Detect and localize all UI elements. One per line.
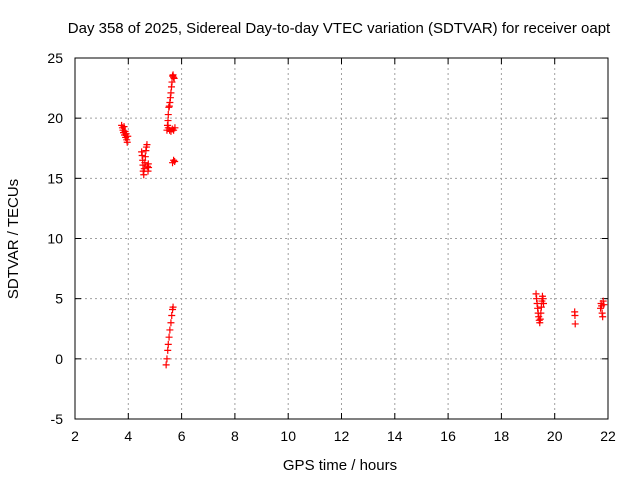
data-point [168, 78, 176, 86]
data-point [140, 171, 148, 179]
data-point [164, 111, 172, 119]
y-tick-label: 25 [47, 50, 63, 66]
data-point [537, 309, 545, 317]
data-point [168, 312, 176, 320]
x-tick-label: 20 [547, 428, 563, 444]
x-tick-labels: 2 4 6 8 10 12 14 16 18 20 22 [71, 428, 616, 444]
data-point [145, 164, 153, 172]
data-point [123, 138, 131, 146]
data-point [171, 124, 179, 132]
data-point [166, 326, 174, 334]
data-point [141, 153, 149, 161]
x-tick-label: 12 [334, 428, 350, 444]
data-point [170, 156, 178, 164]
data-point [571, 320, 579, 328]
data-point [536, 315, 544, 323]
data-point [143, 141, 151, 149]
data-point [537, 303, 545, 311]
y-tick-label: -5 [51, 411, 64, 427]
y-tick-label: 20 [47, 110, 63, 126]
x-tick-label: 10 [280, 428, 296, 444]
data-point [164, 346, 172, 354]
data-point [165, 333, 173, 341]
x-axis-label: GPS time / hours [283, 457, 397, 474]
data-point [124, 132, 132, 140]
x-tick-label: 22 [600, 428, 616, 444]
data-points [118, 71, 608, 369]
data-point [169, 303, 177, 311]
data-point [171, 157, 179, 165]
y-tick-label: 0 [55, 351, 63, 367]
data-point [599, 313, 607, 321]
x-tick-label: 16 [440, 428, 456, 444]
y-tick-label: 10 [47, 231, 63, 247]
grid-lines [75, 58, 608, 419]
x-tick-label: 14 [387, 428, 403, 444]
y-axis-label: SDTVAR / TECUs [5, 179, 22, 299]
y-tick-labels: -5 0 5 10 15 20 25 [47, 50, 63, 427]
y-tick-label: 5 [55, 291, 63, 307]
data-point [167, 89, 175, 97]
x-tick-label: 4 [124, 428, 132, 444]
data-point [162, 361, 170, 369]
x-tick-label: 2 [71, 428, 79, 444]
x-tick-label: 8 [231, 428, 239, 444]
x-tick-label: 6 [178, 428, 186, 444]
plot-frame [74, 57, 609, 420]
data-point [540, 299, 548, 307]
chart-title: Day 358 of 2025, Sidereal Day-to-day VTE… [68, 20, 611, 37]
data-point [163, 355, 171, 363]
y-tick-label: 15 [47, 170, 63, 186]
data-point [164, 117, 172, 125]
data-point [141, 159, 149, 167]
data-point [600, 301, 608, 309]
data-point [571, 312, 579, 320]
data-point [120, 123, 128, 131]
data-point [167, 319, 175, 327]
x-tick-label: 18 [494, 428, 510, 444]
data-point [170, 74, 178, 82]
data-point [164, 340, 172, 348]
